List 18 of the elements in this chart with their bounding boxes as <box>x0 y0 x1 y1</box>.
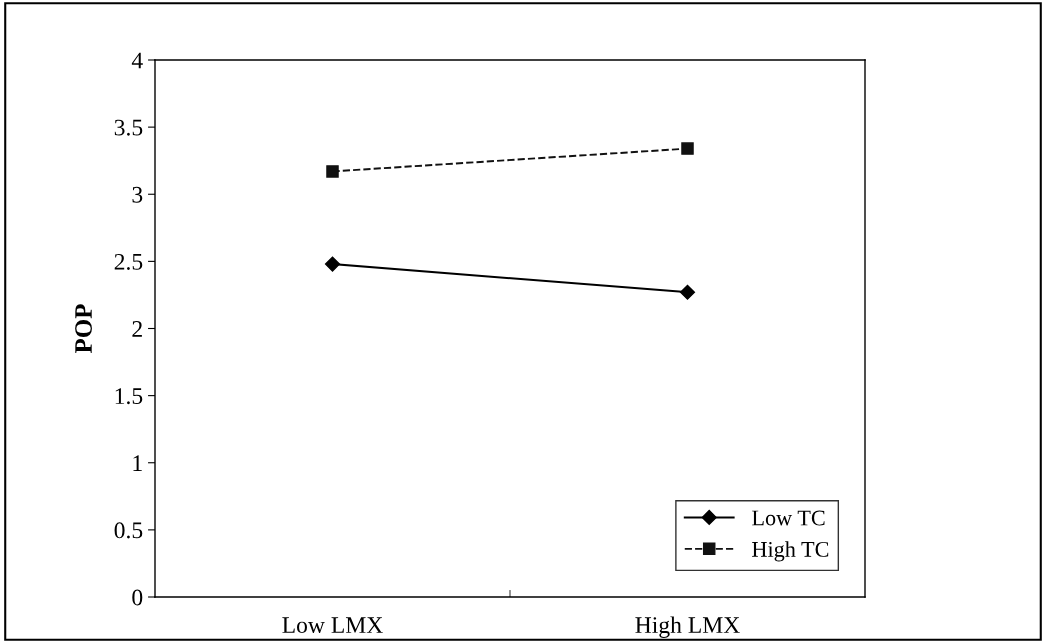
point <box>324 256 341 272</box>
y-tick-label: 1.5 <box>115 388 143 405</box>
y-tick-label: 2 <box>132 321 142 337</box>
y-tick-label: 4 <box>131 52 143 69</box>
point <box>681 142 694 155</box>
y-tick-label: 3.5 <box>114 119 143 136</box>
point <box>679 284 696 300</box>
x-tick-label: Low LMX <box>282 617 383 634</box>
legend-label: Low TC <box>752 510 825 526</box>
y-tick-label: 2.5 <box>114 253 143 270</box>
point <box>326 165 339 178</box>
y-axis-title: POP <box>75 304 92 354</box>
y-tick-label: 1 <box>133 455 142 471</box>
y-tick-label: 0.5 <box>114 522 143 539</box>
y-tick-label: 0 <box>132 589 143 606</box>
x-tick-label: High LMX <box>635 616 740 638</box>
legend-label: High TC <box>752 541 829 562</box>
y-tick-label: 3 <box>132 186 143 203</box>
